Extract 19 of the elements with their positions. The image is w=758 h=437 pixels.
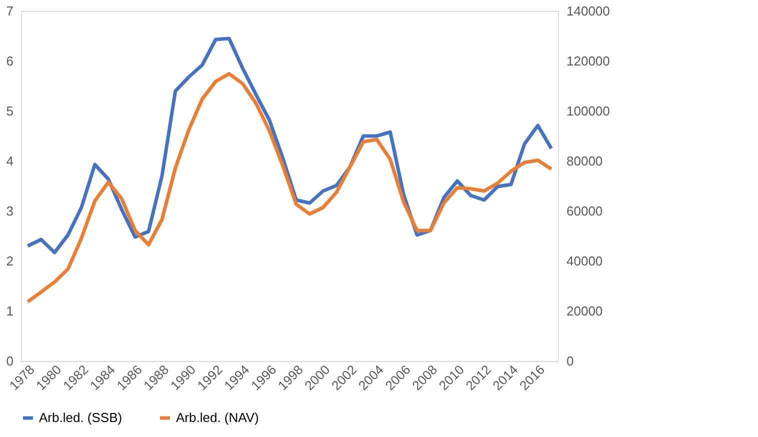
y-tick-label: 0 bbox=[6, 354, 14, 368]
y2-tick-label: 0 bbox=[566, 354, 574, 368]
y-tick-label: 5 bbox=[6, 104, 14, 118]
legend-label: Arb.led. (NAV) bbox=[176, 410, 259, 425]
y2-tick-label: 100000 bbox=[566, 104, 610, 118]
y-tick-label: 1 bbox=[6, 304, 14, 318]
y2-tick-label: 40000 bbox=[566, 254, 603, 268]
y-tick-label: 3 bbox=[6, 204, 14, 218]
y-tick-label: 6 bbox=[6, 54, 14, 68]
y2-tick-label: 120000 bbox=[566, 54, 610, 68]
y2-tick-label: 140000 bbox=[566, 4, 610, 18]
y2-tick-label: 80000 bbox=[566, 154, 603, 168]
y2-tick-label: 20000 bbox=[566, 304, 603, 318]
y-tick-label: 4 bbox=[6, 154, 14, 168]
y2-tick-label: 60000 bbox=[566, 204, 603, 218]
y-tick-label: 7 bbox=[6, 4, 14, 18]
legend-label: Arb.led. (SSB) bbox=[39, 410, 122, 425]
line-series bbox=[26, 72, 554, 304]
y-tick-label: 2 bbox=[6, 254, 14, 268]
